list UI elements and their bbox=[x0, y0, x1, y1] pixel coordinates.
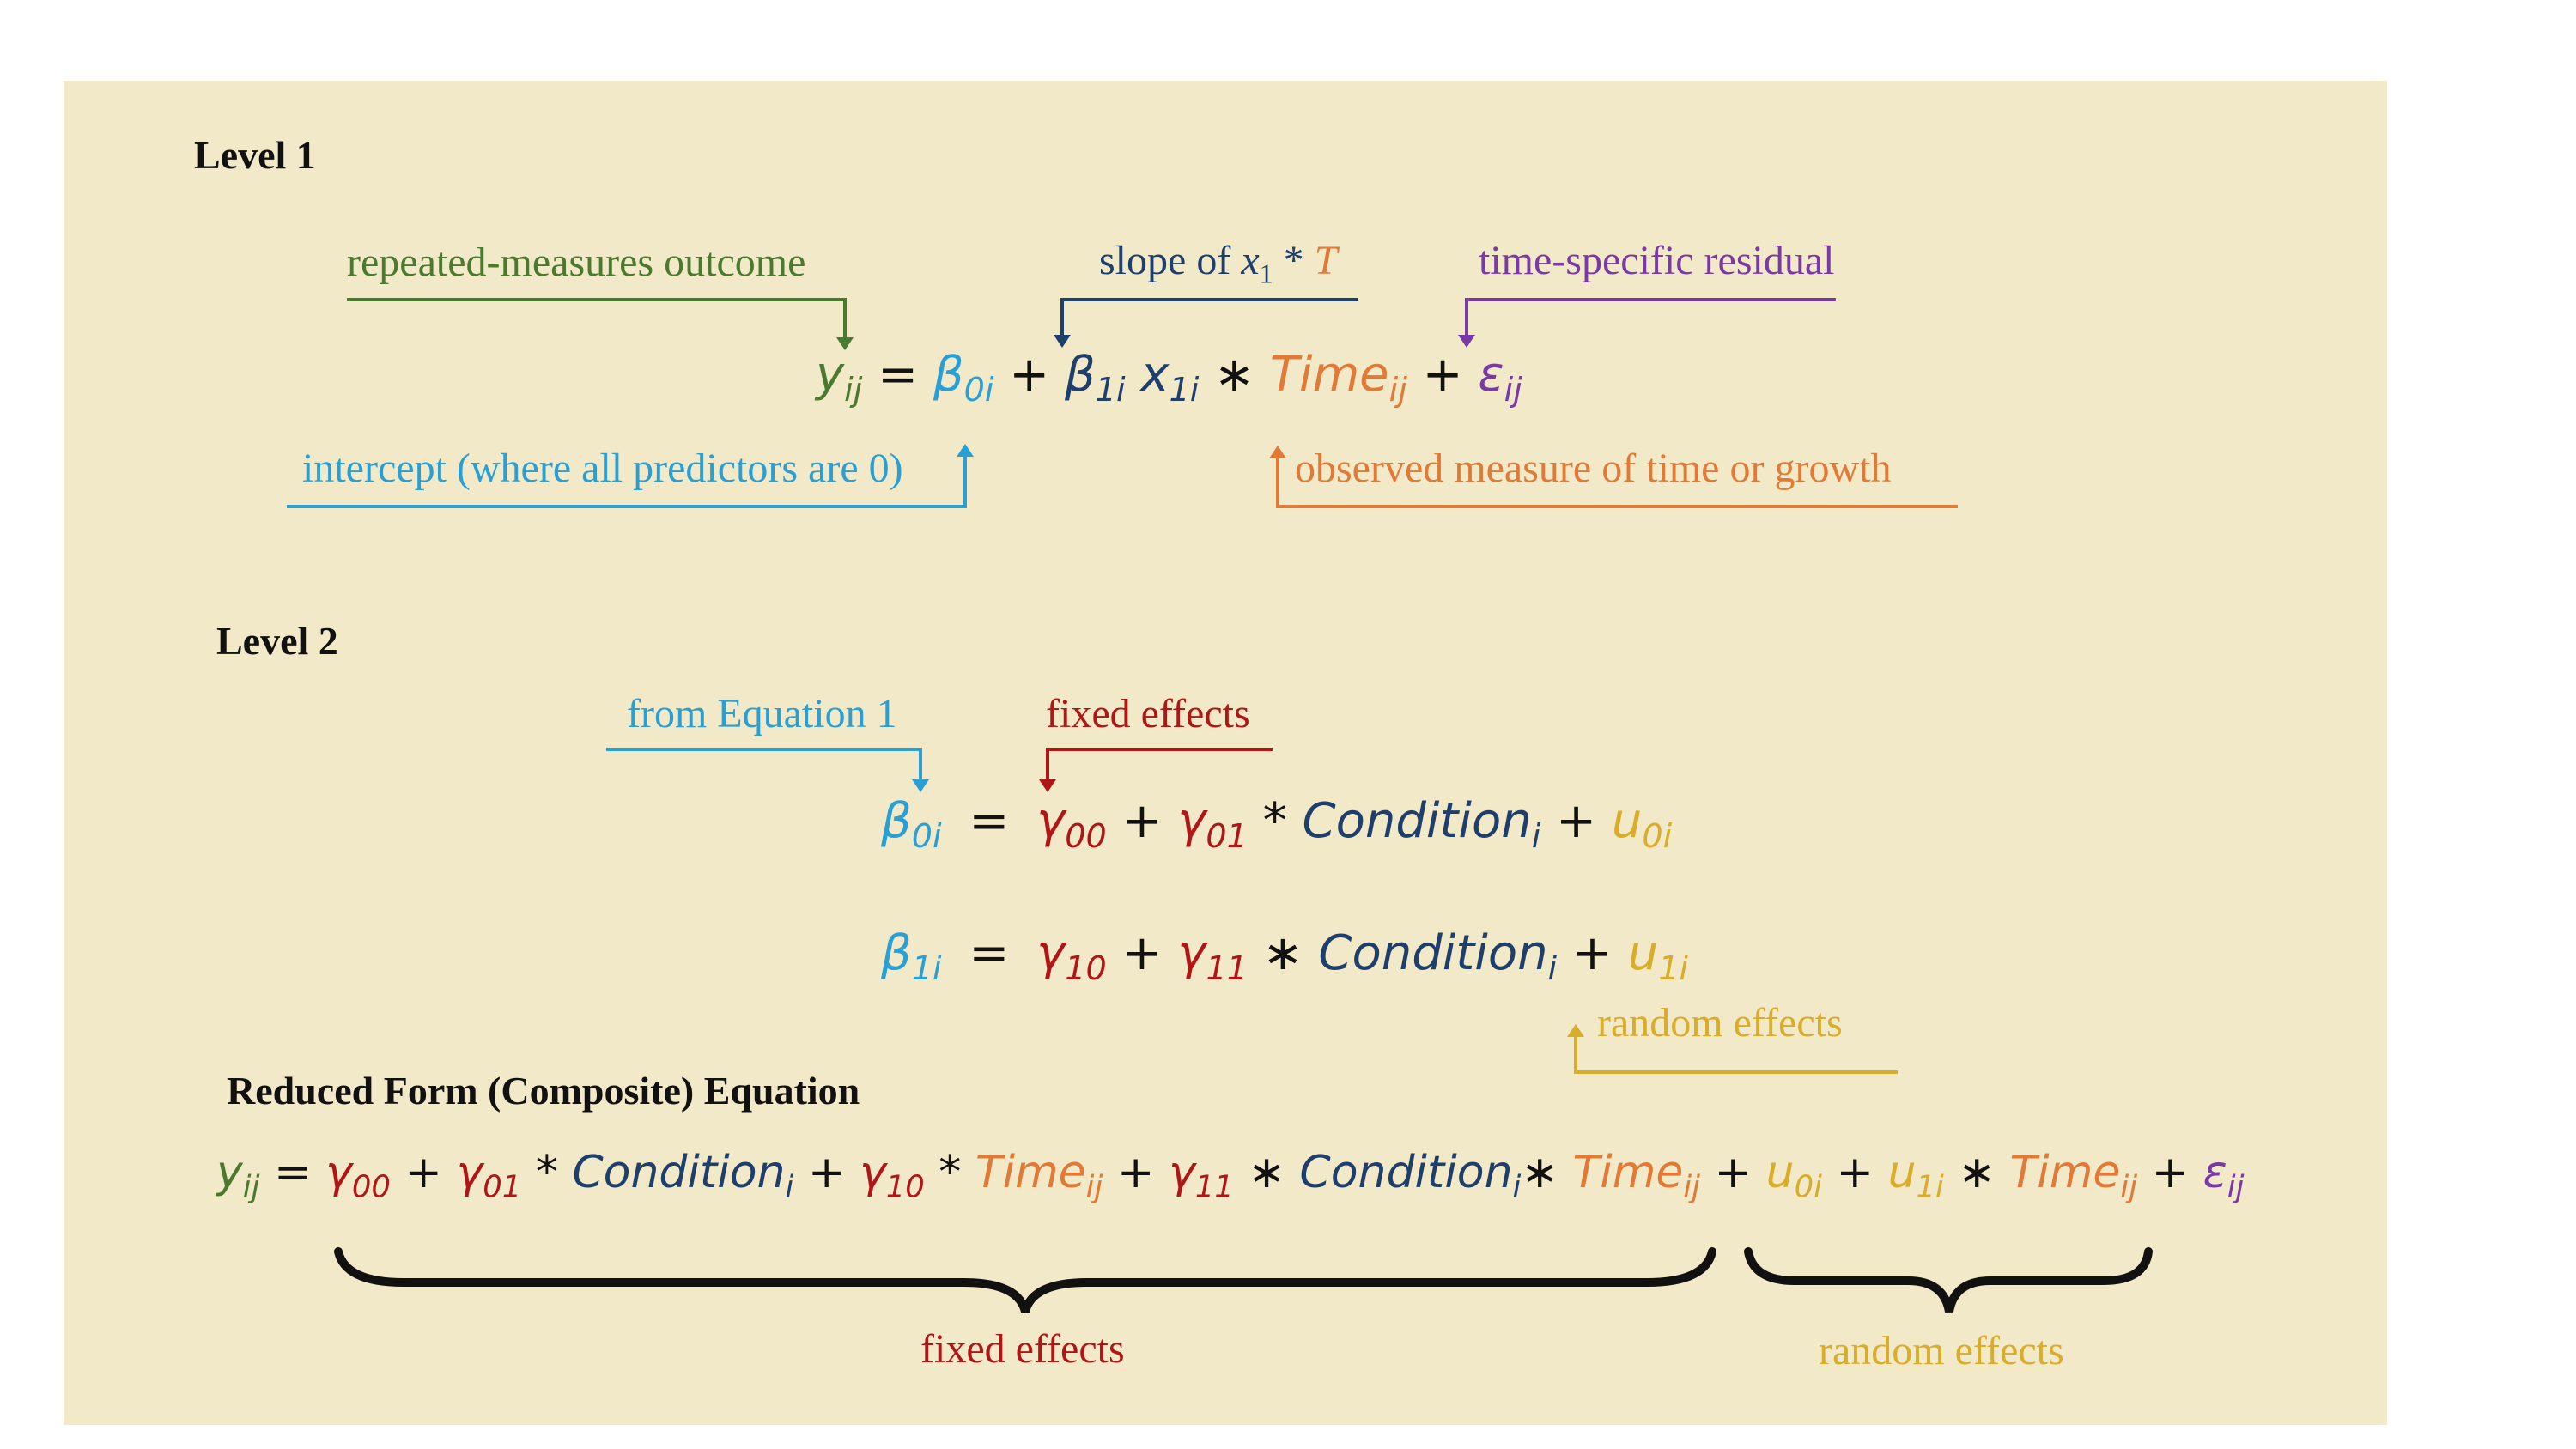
level1-equation: yij = β0i + β1i x1i ∗ Timeij + εij bbox=[816, 347, 1522, 409]
intercept-connector bbox=[287, 453, 967, 508]
residual-arrowhead bbox=[1458, 335, 1475, 348]
residual-annotation: time-specific residual bbox=[1479, 238, 1835, 283]
reduced-form-equation: yij = γ00 + γ01 * Conditioni + γ10 * Tim… bbox=[216, 1147, 2245, 1205]
random-effects-brace bbox=[1744, 1247, 2153, 1313]
from-eq-connector bbox=[606, 748, 922, 783]
fixed-connector bbox=[1046, 748, 1273, 783]
intercept-annotation: intercept (where all predictors are 0) bbox=[302, 446, 903, 491]
level1-heading: Level 1 bbox=[194, 133, 316, 177]
x1-term: x1i bbox=[1140, 347, 1200, 409]
time-connector bbox=[1276, 455, 1958, 508]
reduced-form-heading: Reduced Form (Composite) Equation bbox=[227, 1069, 860, 1113]
beta0-equation: β0i = γ00 + γ01 * Conditioni + u0i bbox=[881, 793, 1673, 856]
fixed-effects-brace bbox=[334, 1247, 1716, 1313]
slope-annotation: slope of x1 * T bbox=[1099, 238, 1338, 289]
from-equation-annotation: from Equation 1 bbox=[627, 691, 897, 737]
level2-heading: Level 2 bbox=[216, 619, 338, 663]
fixed-effects-annotation: fixed effects bbox=[1046, 691, 1250, 737]
intercept-arrowhead bbox=[957, 444, 974, 457]
fixed-arrowhead bbox=[1039, 779, 1056, 792]
slope-connector bbox=[1060, 298, 1358, 338]
random-effects-label: random effects bbox=[1819, 1328, 2064, 1373]
time-term: Timeij bbox=[1269, 347, 1407, 409]
random-effects-annotation: random effects bbox=[1597, 1000, 1843, 1046]
fixed-effects-label: fixed effects bbox=[920, 1326, 1125, 1372]
residual-connector bbox=[1465, 298, 1836, 338]
time-annotation: observed measure of time or growth bbox=[1295, 446, 1892, 491]
slope-arrowhead bbox=[1054, 335, 1071, 348]
random-arrowhead bbox=[1567, 1024, 1584, 1037]
outcome-arrowhead bbox=[836, 337, 854, 350]
y-term: yij bbox=[816, 347, 863, 409]
time-arrowhead bbox=[1269, 446, 1286, 458]
outcome-connector bbox=[347, 298, 847, 341]
epsilon-term: εij bbox=[1478, 347, 1522, 409]
from-eq-arrowhead bbox=[912, 779, 929, 792]
beta1-equation: β1i = γ10 + γ11 ∗ Conditioni + u1i bbox=[881, 925, 1689, 988]
outcome-annotation: repeated-measures outcome bbox=[347, 239, 806, 285]
beta0-term: β0i bbox=[933, 347, 994, 409]
beta1-term: β1i bbox=[1064, 347, 1126, 409]
diagram-panel bbox=[64, 81, 2387, 1425]
random-connector bbox=[1574, 1034, 1898, 1074]
